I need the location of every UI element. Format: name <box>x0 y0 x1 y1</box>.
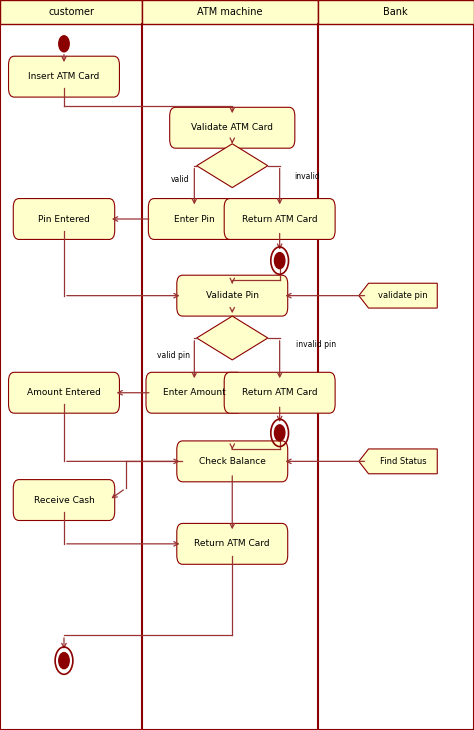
Text: Insert ATM Card: Insert ATM Card <box>28 72 100 81</box>
Circle shape <box>59 653 69 669</box>
Text: Amount Entered: Amount Entered <box>27 388 101 397</box>
Polygon shape <box>197 316 268 360</box>
Text: Check Balance: Check Balance <box>199 457 266 466</box>
Circle shape <box>59 36 69 52</box>
Polygon shape <box>359 449 437 474</box>
Text: Bank: Bank <box>383 7 408 17</box>
FancyBboxPatch shape <box>224 372 335 413</box>
Circle shape <box>274 253 285 269</box>
FancyBboxPatch shape <box>9 56 119 97</box>
FancyBboxPatch shape <box>146 372 243 413</box>
FancyBboxPatch shape <box>177 275 288 316</box>
FancyBboxPatch shape <box>0 0 142 24</box>
FancyBboxPatch shape <box>170 107 295 148</box>
FancyBboxPatch shape <box>177 441 288 482</box>
Text: Enter Amount: Enter Amount <box>163 388 226 397</box>
Text: valid pin: valid pin <box>156 350 190 360</box>
Polygon shape <box>197 144 268 188</box>
Text: valid: valid <box>171 175 190 185</box>
FancyBboxPatch shape <box>142 0 318 24</box>
Text: Pin Entered: Pin Entered <box>38 215 90 223</box>
Text: ATM machine: ATM machine <box>197 7 263 17</box>
Text: Validate ATM Card: Validate ATM Card <box>191 123 273 132</box>
Text: invalid pin: invalid pin <box>296 339 337 349</box>
Text: Return ATM Card: Return ATM Card <box>194 539 270 548</box>
Text: customer: customer <box>48 7 94 17</box>
FancyBboxPatch shape <box>13 199 115 239</box>
Text: Return ATM Card: Return ATM Card <box>242 215 318 223</box>
Text: Receive Cash: Receive Cash <box>34 496 94 504</box>
Text: invalid: invalid <box>294 172 319 181</box>
FancyBboxPatch shape <box>318 0 474 24</box>
FancyBboxPatch shape <box>177 523 288 564</box>
FancyBboxPatch shape <box>224 199 335 239</box>
FancyBboxPatch shape <box>13 480 115 520</box>
FancyBboxPatch shape <box>9 372 119 413</box>
Text: Return ATM Card: Return ATM Card <box>242 388 318 397</box>
Text: Validate Pin: Validate Pin <box>206 291 259 300</box>
Text: Enter Pin: Enter Pin <box>174 215 215 223</box>
FancyBboxPatch shape <box>148 199 240 239</box>
Text: Find Status: Find Status <box>380 457 426 466</box>
Polygon shape <box>359 283 437 308</box>
Circle shape <box>274 425 285 441</box>
Text: validate pin: validate pin <box>378 291 428 300</box>
